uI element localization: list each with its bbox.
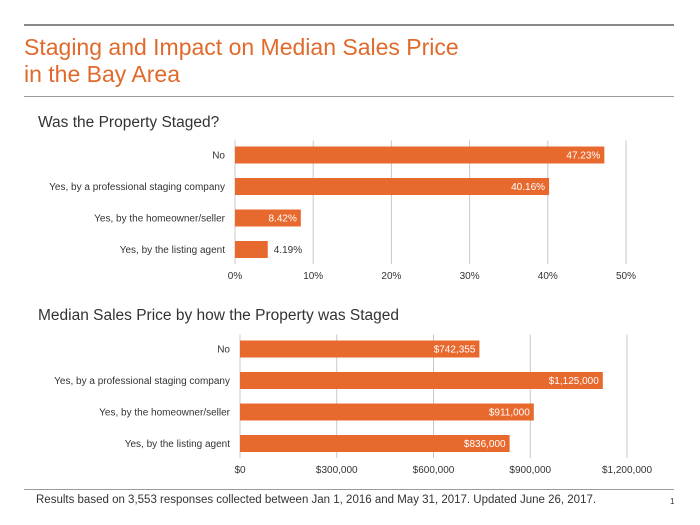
chart1-category-label: No (212, 151, 225, 162)
chart1-bar (235, 209, 301, 227)
chart2-category-label: Yes, by the homeowner/seller (99, 408, 230, 419)
chart-1-title: Was the Property Staged? (38, 114, 220, 131)
chart2-bar (240, 340, 480, 358)
chart2-value-label: $911,000 (489, 408, 530, 419)
page-title-line-1: Staging and Impact on Median Sales Price (24, 34, 459, 60)
chart-2-title: Median Sales Price by how the Property w… (38, 307, 399, 324)
chart1-value-label: 40.16% (511, 182, 545, 193)
page-title-line-2: in the Bay Area (24, 61, 180, 87)
chart1-category-label: Yes, by the listing agent (120, 245, 225, 256)
staged-share-chart: 0% 10% 20% 30% 40% 50% No 47.23% Yes, by a profe… (49, 140, 636, 282)
chart1-tick-label: 20% (381, 271, 401, 282)
chart2-value-label: $1,125,000 (549, 376, 599, 387)
chart1-tick-label: 50% (616, 271, 636, 282)
median-price-chart: $0 $300,000 $600,000 $900,000 $1,200,000 No $7… (54, 334, 652, 476)
chart2-tick-label: $600,000 (413, 465, 455, 476)
chart2-value-label: $742,355 (434, 345, 476, 356)
chart2-tick-label: $900,000 (509, 465, 551, 476)
chart2-tick-label: $0 (234, 465, 246, 476)
chart2-category-label: Yes, by the listing agent (125, 439, 230, 450)
chart1-category-label: Yes, by the homeowner/seller (94, 214, 225, 225)
chart1-value-label: 47.23% (566, 151, 600, 162)
page-title: Staging and Impact on Median Sales Price… (24, 34, 624, 88)
page-number: 1 (670, 497, 675, 506)
title-rule (24, 96, 674, 97)
chart1-tick-label: 30% (460, 271, 480, 282)
chart1-bar (235, 146, 605, 164)
chart1-bar (235, 241, 268, 258)
chart2-category-label: Yes, by a professional staging company (54, 376, 230, 387)
chart1-category-label: Yes, by a professional staging company (49, 182, 225, 193)
chart1-tick-label: 0% (228, 271, 243, 282)
chart2-bar (240, 435, 510, 452)
chart2-bar (240, 403, 534, 421)
chart1-value-label: 8.42% (268, 214, 296, 225)
chart2-value-label: $836,000 (464, 439, 506, 450)
chart1-value-label: 4.19% (274, 245, 302, 256)
chart1-tick-label: 10% (303, 271, 323, 282)
chart1-tick-label: 40% (538, 271, 558, 282)
chart2-bar (240, 372, 603, 389)
footer-note: Results based on 3,553 responses collect… (36, 494, 597, 506)
top-rule (24, 24, 674, 26)
footer-rule (24, 489, 674, 490)
chart2-tick-label: $1,200,000 (602, 465, 652, 476)
chart2-category-label: No (217, 345, 230, 356)
chart2-tick-label: $300,000 (316, 465, 358, 476)
chart1-bar (235, 178, 550, 195)
